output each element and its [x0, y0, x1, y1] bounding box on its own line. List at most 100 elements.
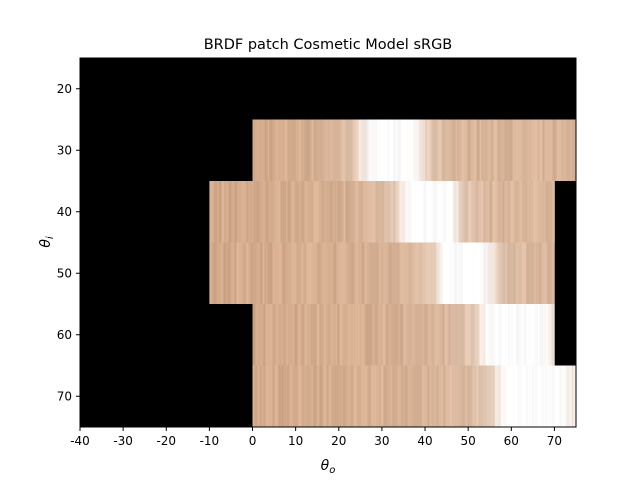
heatmap-cell [455, 365, 459, 427]
heatmap-row-50 [209, 242, 555, 304]
heatmap-cell [341, 365, 343, 427]
heatmap-cell [364, 181, 368, 243]
heatmap-cell [498, 181, 501, 243]
heatmap-cell [525, 181, 527, 243]
heatmap-cell [514, 365, 518, 427]
x-tick-label: 40 [417, 434, 432, 448]
heatmap-cell [217, 181, 219, 243]
heatmap-cell [505, 242, 507, 304]
heatmap-cell [278, 365, 281, 427]
heatmap-cell [436, 119, 439, 181]
heatmap-cell [516, 181, 519, 243]
heatmap-cell [354, 181, 358, 243]
heatmap-cell [409, 181, 412, 243]
heatmap-cell [364, 242, 366, 304]
heatmap-cell [516, 304, 519, 366]
heatmap-cell [264, 242, 267, 304]
y-tick-label: 20 [57, 82, 72, 96]
heatmap-cell [518, 365, 522, 427]
heatmap-cell [296, 365, 298, 427]
heatmap-cell [483, 242, 487, 304]
heatmap-cell [361, 304, 364, 366]
heatmap-cell [561, 365, 564, 427]
heatmap-cell [554, 365, 556, 427]
x-axis: -40 -30 -20 -10 0 10 20 30 40 50 60 70 [70, 427, 562, 448]
heatmap-cell [566, 119, 570, 181]
heatmap-cell [264, 304, 266, 366]
heatmap-cell [475, 365, 479, 427]
heatmap-cell [248, 242, 251, 304]
heatmap-cell [282, 119, 285, 181]
heatmap-cell [391, 365, 393, 427]
heatmap-cell [527, 365, 531, 427]
heatmap-cell [445, 119, 448, 181]
heatmap-cell [501, 304, 505, 366]
heatmap-cell [209, 242, 213, 304]
heatmap-cell [340, 365, 342, 427]
heatmap-cell [400, 119, 404, 181]
heatmap-cell [345, 119, 347, 181]
heatmap-cell [495, 242, 498, 304]
heatmap-cell [470, 304, 473, 366]
heatmap-cell [482, 119, 484, 181]
heatmap-cell [385, 242, 389, 304]
heatmap-cell [394, 365, 398, 427]
heatmap-cell [303, 304, 305, 366]
heatmap-cell [506, 365, 510, 427]
heatmap-cell [353, 242, 356, 304]
heatmap-cell [521, 242, 524, 304]
heatmap-cell [283, 181, 287, 243]
heatmap-cell [309, 365, 311, 427]
heatmap-cell [390, 119, 394, 181]
heatmap-cell [308, 304, 310, 366]
heatmap-cell [318, 181, 322, 243]
heatmap-cell [290, 242, 294, 304]
heatmap-cell [383, 365, 387, 427]
heatmap-cell [461, 242, 463, 304]
heatmap-cell [376, 365, 378, 427]
heatmap-cell [440, 365, 444, 427]
heatmap-cell [361, 181, 364, 243]
heatmap-cell [405, 242, 409, 304]
heatmap-cell [504, 181, 508, 243]
heatmap-cell [277, 365, 279, 427]
heatmap-cell [433, 181, 436, 243]
heatmap-cell [409, 119, 411, 181]
heatmap-cell [473, 119, 477, 181]
heatmap-cell [498, 242, 502, 304]
heatmap-cell [358, 181, 362, 243]
heatmap-cell [545, 304, 549, 366]
heatmap-cell [319, 304, 321, 366]
heatmap-cell [325, 304, 328, 366]
heatmap-cell [487, 119, 491, 181]
heatmap-cell [495, 181, 499, 243]
heatmap-cell [397, 365, 401, 427]
heatmap-cell [500, 119, 502, 181]
heatmap-cell [472, 304, 475, 366]
chart-title: BRDF patch Cosmetic Model sRGB [204, 37, 453, 53]
heatmap-cell [413, 365, 415, 427]
heatmap-cell [430, 242, 433, 304]
heatmap-cell [261, 119, 265, 181]
heatmap-cell [541, 181, 544, 243]
heatmap-cell [344, 119, 346, 181]
y-axis-label: θi [38, 236, 56, 248]
heatmap-cell [278, 304, 282, 366]
heatmap-cell [215, 242, 217, 304]
x-tick-label: 30 [374, 434, 389, 448]
heatmap-cell [391, 304, 395, 366]
heatmap-cell [323, 304, 326, 366]
heatmap-cell [301, 181, 304, 243]
heatmap-cell [538, 181, 542, 243]
heatmap-cell [460, 119, 462, 181]
heatmap-cell [279, 119, 283, 181]
heatmap-cell [306, 242, 309, 304]
heatmap-cell [317, 119, 320, 181]
heatmap-cell [357, 181, 359, 243]
heatmap-cell [486, 242, 488, 304]
heatmap-cell [226, 242, 228, 304]
heatmap-cell [302, 119, 305, 181]
heatmap-cell [332, 181, 335, 243]
plot-frame [79, 57, 577, 428]
heatmap-cell [552, 119, 554, 181]
